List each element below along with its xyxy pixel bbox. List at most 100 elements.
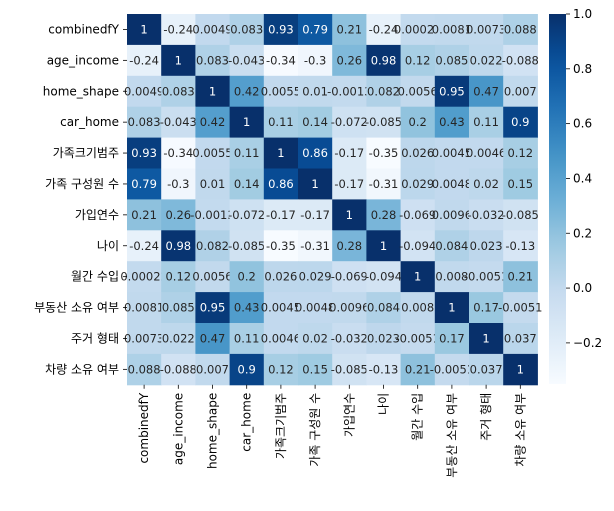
heatmap-cell xyxy=(400,323,436,355)
cell-value-label: 0.42 xyxy=(234,84,260,98)
cell-value-label: 0.12 xyxy=(165,270,191,284)
cell-value-label: -0.3 xyxy=(167,177,189,191)
cell-value-label: -0.0013 xyxy=(190,208,234,222)
heatmap-cell xyxy=(161,106,196,139)
cell-value-label: 0.0045 xyxy=(432,146,472,160)
heatmap-cell xyxy=(503,261,538,293)
x-tick-label: 부동산 소유 여부 xyxy=(445,393,459,478)
cell-value-label: 0.47 xyxy=(473,84,499,98)
cell-value-label: 0.0048 xyxy=(295,301,335,315)
cell-value-label: 0.029 xyxy=(299,270,332,284)
x-tick-label: age_income xyxy=(171,393,185,465)
cell-value-label: 0.11 xyxy=(234,331,260,345)
x-tick-label: 차량 소유 여부 xyxy=(513,393,527,467)
cell-value-label: 0.21 xyxy=(131,208,157,222)
cell-value-label: 0.022 xyxy=(162,331,195,345)
heatmap-cell xyxy=(127,44,162,77)
heatmap-cell xyxy=(298,44,333,77)
cell-value-label: -0.17 xyxy=(334,177,364,191)
x-tick-label: 주거 형태 xyxy=(479,393,493,441)
y-tick-label: 주거 형태 xyxy=(71,331,119,345)
x-axis-labels: combinedfY age_income home_shape car_home 가족… xyxy=(137,384,527,478)
heatmap-cell xyxy=(263,292,299,324)
heatmap-cell xyxy=(298,137,333,169)
cell-value-label: 0.17 xyxy=(439,331,465,345)
cell-value-label: 0.083 xyxy=(196,53,229,67)
cell-value-label: 0.28 xyxy=(336,239,362,253)
x-tick-label: 가족크기범주 xyxy=(274,393,288,459)
heatmap-cell xyxy=(127,199,162,231)
cell-value-label: -0.069 xyxy=(399,208,436,222)
heatmap-cell xyxy=(434,292,470,324)
heatmap-cell xyxy=(127,323,162,355)
cell-value-label: -0.31 xyxy=(300,239,330,253)
heatmap-cell xyxy=(127,168,162,200)
cell-value-label: 0.0081 xyxy=(432,22,472,36)
heatmap-cell xyxy=(366,168,402,200)
heatmap-cell xyxy=(332,292,367,324)
heatmap-cell xyxy=(229,353,265,386)
cell-value-label: 0.47 xyxy=(200,331,226,345)
heatmap-cell xyxy=(229,44,265,77)
heatmap-cell xyxy=(400,14,436,46)
cell-value-label: 0.28 xyxy=(371,208,397,222)
cell-value-label: 0.037 xyxy=(504,331,537,345)
heatmap-cell xyxy=(161,199,196,231)
cell-value-label: -0.3 xyxy=(304,53,326,67)
cell-value-label: 1 xyxy=(346,208,353,222)
heatmap-cell xyxy=(229,261,265,293)
colorbar-gradient xyxy=(549,14,566,384)
cell-value-label: 0.17 xyxy=(473,301,499,315)
colorbar-tick-label: −0.2 xyxy=(573,336,602,350)
heatmap-cell xyxy=(161,168,196,200)
cell-value-label: 0.008 xyxy=(435,270,468,284)
colorbar-tick-label: 0.6 xyxy=(573,117,592,131)
heatmap-cell xyxy=(503,106,538,139)
cell-value-label: 0.0096 xyxy=(329,301,369,315)
y-tick-label: 월간 수입 xyxy=(71,270,119,284)
cell-value-label: 0.9 xyxy=(511,115,529,129)
heatmap-cell xyxy=(161,261,196,293)
heatmap-cell xyxy=(263,230,299,262)
heatmap-cell xyxy=(503,230,538,262)
heatmap-cell xyxy=(400,230,436,262)
heatmap-cell xyxy=(332,137,367,169)
heatmap-cell xyxy=(400,75,436,108)
heatmap-cell xyxy=(469,292,504,324)
heatmap-cell xyxy=(195,137,231,169)
cell-value-label: 0.023 xyxy=(367,331,400,345)
cell-value-label: 0.26 xyxy=(336,53,362,67)
heatmap-cell xyxy=(195,261,231,293)
cell-value-label: 0.0073 xyxy=(124,331,164,345)
heatmap-cell xyxy=(332,261,367,293)
cell-value-label: 0.00022 xyxy=(394,22,442,36)
heatmap-cell xyxy=(332,353,367,386)
heatmap-cell xyxy=(469,261,504,293)
heatmap-cell xyxy=(503,137,538,169)
colorbar: 1.0 0.8 0.6 0.4 0.2 0.0 −0.2 xyxy=(549,7,602,384)
x-tick-label: car_home xyxy=(240,393,254,452)
heatmap-cell xyxy=(161,14,196,46)
cell-value-label: 0.026 xyxy=(401,146,434,160)
heatmap-cell xyxy=(366,353,402,386)
cell-value-label: 0.007 xyxy=(196,362,229,376)
heatmap-cell xyxy=(298,353,333,386)
heatmap-cell xyxy=(400,106,436,139)
cell-value-label: -0.13 xyxy=(505,239,535,253)
cell-value-label: 0.2 xyxy=(238,270,256,284)
heatmap-cell xyxy=(434,230,470,262)
heatmap-cell xyxy=(127,261,162,293)
y-axis-labels: combinedfY age_income home_shape car_home 가족… xyxy=(34,22,127,376)
cell-value-label: 0.026 xyxy=(264,270,297,284)
heatmap-cell xyxy=(127,75,162,108)
cell-value-label: -0.0051 xyxy=(396,331,440,345)
heatmap-cell xyxy=(127,353,162,386)
cell-value-label: -0.35 xyxy=(369,146,399,160)
cell-value-label: 0.0055 xyxy=(261,84,301,98)
heatmap-cell xyxy=(195,44,231,77)
cell-value-label: -0.072 xyxy=(331,115,368,129)
heatmap-cell xyxy=(469,14,504,46)
heatmap-cell xyxy=(434,261,470,293)
cell-value-label: 0.98 xyxy=(165,239,191,253)
